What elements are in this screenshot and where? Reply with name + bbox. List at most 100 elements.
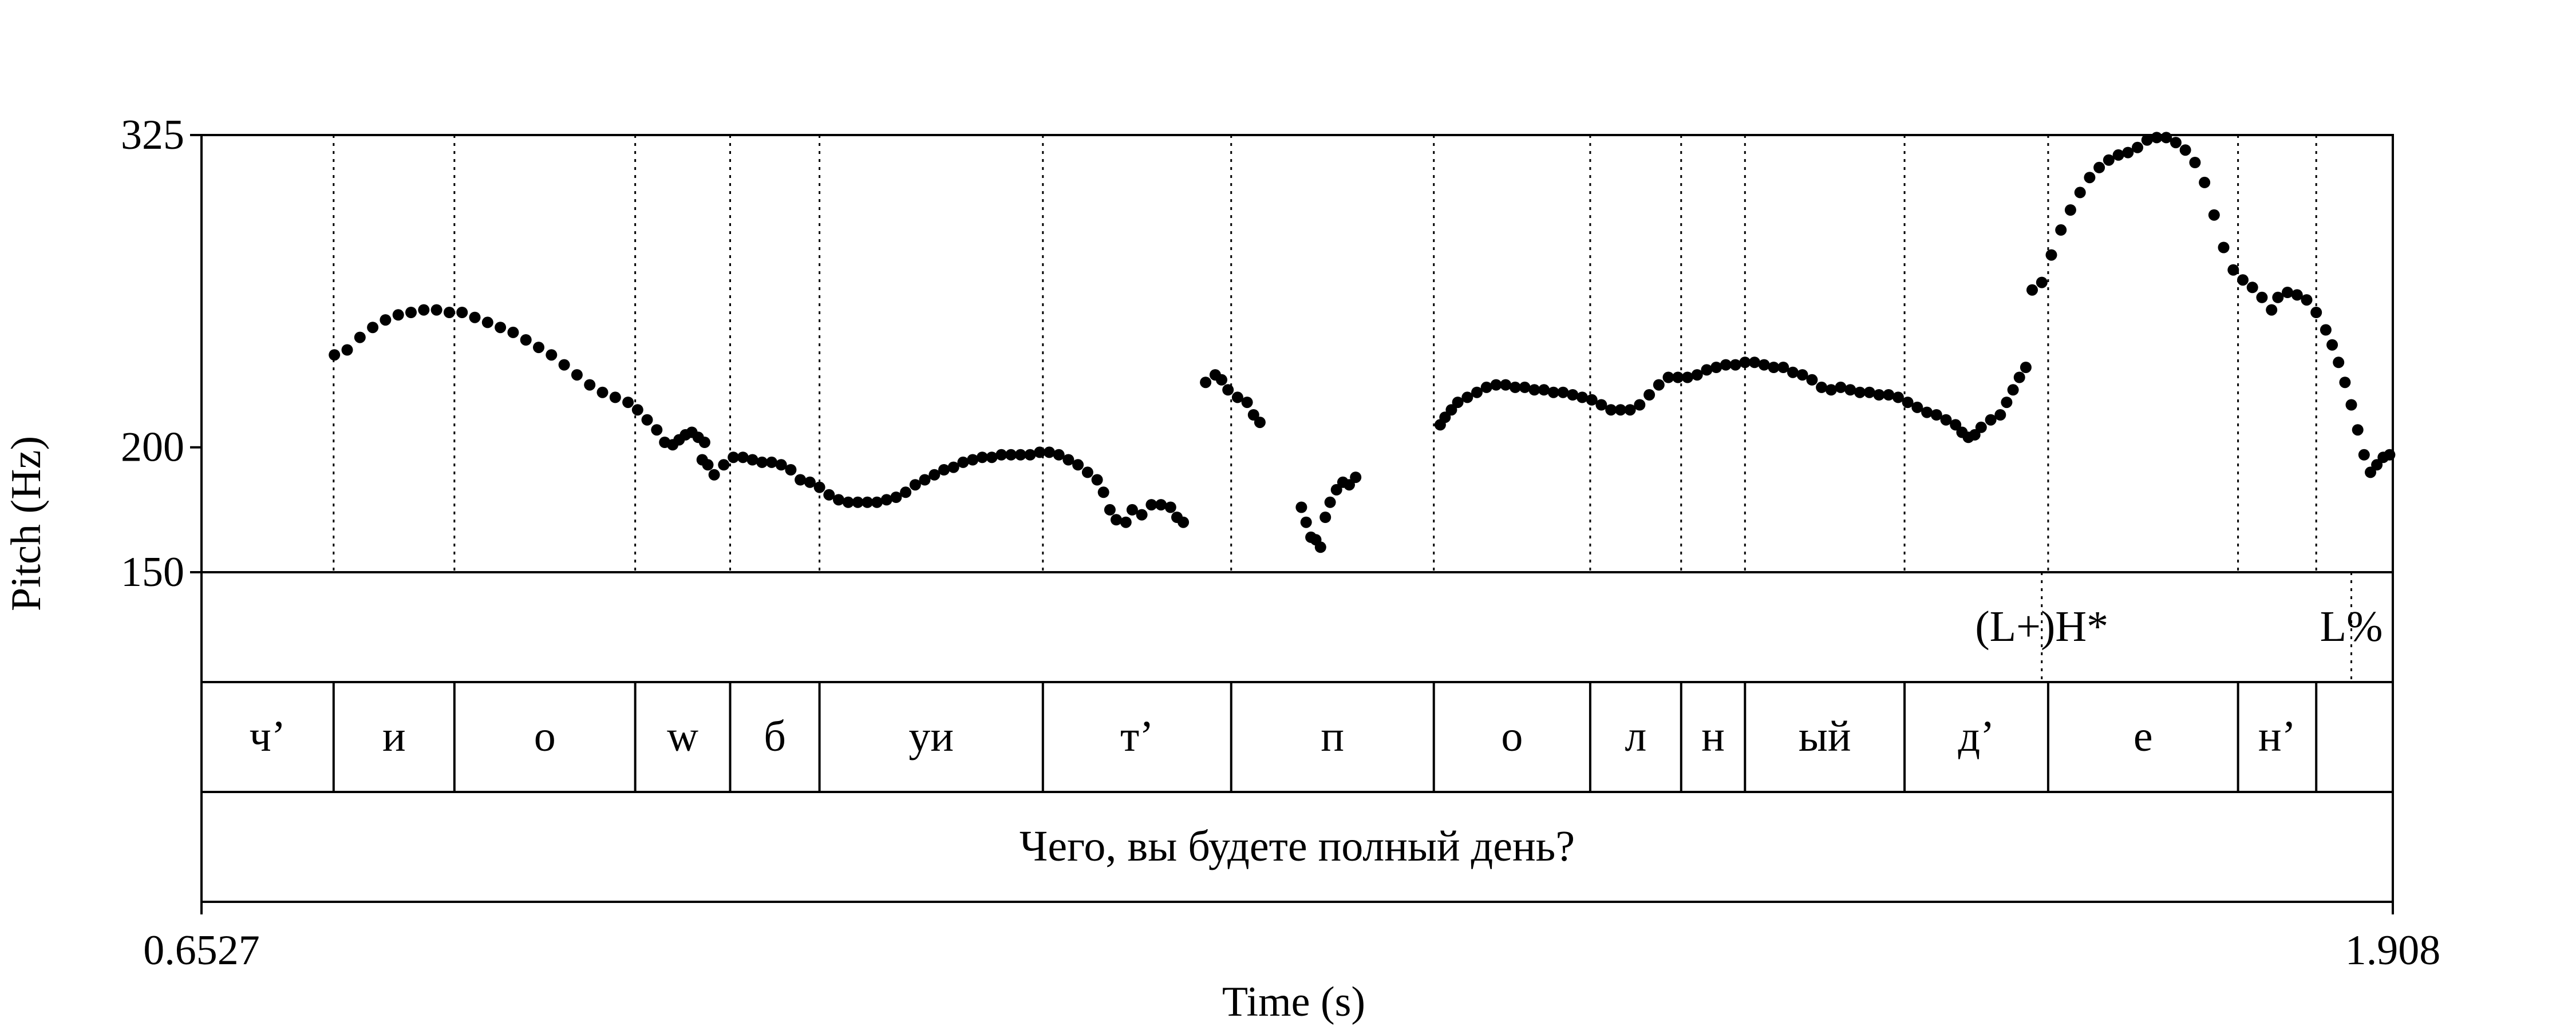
pitch-point: [1314, 541, 1326, 553]
pitch-point: [2352, 424, 2364, 436]
pitch-point: [1053, 449, 1065, 461]
pitch-point: [1081, 466, 1093, 478]
pitch-point: [1136, 509, 1148, 521]
pitch-point: [1445, 404, 1457, 416]
pitch-point: [1720, 359, 1732, 371]
pitch-point: [1216, 374, 1227, 386]
pitch-point: [1519, 381, 1531, 393]
pitch-point: [1319, 512, 1332, 523]
pitch-point: [1509, 381, 1521, 393]
pitch-point: [341, 344, 353, 356]
pitch-point: [1300, 516, 1312, 528]
pitch-point: [2365, 466, 2376, 478]
x-axis-label: Time (s): [1222, 978, 1365, 1025]
pitch-point: [2007, 384, 2019, 396]
tier-labels: (L+)H* L% ч’ и o w б уи т’ п o л н ый д’ е н’ Чего, вы бу…: [250, 603, 2383, 870]
pitch-point: [2282, 287, 2293, 298]
pitch-point: [2333, 356, 2345, 369]
pitch-point: [584, 379, 596, 391]
axis-ticks: 150 200 325: [121, 112, 2394, 914]
pitch-point: [380, 314, 392, 326]
pitch-point: [2093, 161, 2105, 173]
pitch-point: [1324, 496, 1336, 508]
phone-label: н’: [2258, 712, 2296, 760]
pitch-point: [1883, 389, 1895, 401]
pitch-point: [1567, 389, 1579, 401]
pitch-point: [1653, 379, 1665, 391]
pitch-point: [1586, 394, 1598, 406]
pitch-point: [1969, 429, 1981, 441]
pitch-point: [1595, 399, 1607, 411]
pitch-point: [1024, 449, 1036, 461]
pitch-point: [929, 469, 941, 481]
phone-label: т’: [1120, 712, 1154, 760]
pitch-point: [746, 454, 758, 466]
pitch-point: [622, 397, 634, 409]
pitch-point: [2020, 362, 2032, 373]
pitch-point: [813, 481, 825, 493]
y-tick-label: 150: [121, 549, 184, 596]
pitch-point: [1681, 371, 1693, 383]
pitch-point: [1994, 409, 2006, 421]
phone-label: ый: [1799, 712, 1851, 760]
pitch-point: [1547, 386, 1559, 398]
pitch-point: [2371, 459, 2383, 471]
x-tick-label-max: 1.908: [2345, 927, 2441, 974]
pitch-point: [1643, 389, 1656, 401]
phone-label: o: [534, 712, 556, 760]
pitch-point: [1254, 417, 1266, 429]
pitch-point: [1844, 384, 1856, 396]
pitch-point: [1787, 366, 1799, 378]
pitch-point: [1985, 414, 1997, 426]
phone-label: е: [2134, 712, 2153, 760]
pitch-point: [1091, 474, 1103, 486]
tier-frame-3: [200, 791, 2394, 903]
pitch-point: [1691, 369, 1703, 381]
pitch-point: [947, 461, 959, 473]
pitch-point: [571, 369, 583, 381]
pitch-point: [1796, 369, 1808, 381]
pitch-point: [1471, 386, 1483, 398]
phone-label: уи: [908, 712, 954, 760]
pitch-point: [852, 496, 864, 508]
pitch-point: [2074, 187, 2086, 199]
pitch-point: [2103, 154, 2115, 166]
pitch-point: [880, 494, 892, 506]
pitch-point: [1892, 391, 1904, 403]
pitch-point: [2036, 276, 2048, 288]
tier-frame-2: [200, 681, 2394, 793]
pitch-point: [1863, 386, 1875, 398]
pitch-point: [2272, 291, 2284, 303]
pitch-point: [1672, 371, 1684, 383]
pitch-point: [1145, 499, 1157, 511]
pitch-point: [957, 456, 969, 468]
pitch-point: [909, 479, 921, 491]
pitch-point: [443, 307, 455, 318]
pitch-point: [1500, 379, 1512, 391]
pitch-point: [1768, 362, 1780, 373]
pitch-point: [718, 459, 730, 471]
pitch-point: [2170, 137, 2182, 149]
pitch-point: [1126, 504, 1138, 516]
pitch-point: [1825, 384, 1837, 396]
phone-label: ч’: [250, 712, 286, 760]
pitch-point: [1044, 446, 1055, 458]
pitch-point: [418, 304, 430, 316]
pitch-point: [1452, 397, 1464, 409]
pitch-point: [708, 469, 720, 481]
pitch-point: [1835, 381, 1847, 393]
pitch-point: [1729, 359, 1741, 371]
pitch-point: [1749, 356, 1760, 369]
pitch-point: [1111, 514, 1122, 526]
pitch-point: [1072, 459, 1084, 471]
pitch-point: [1873, 389, 1885, 401]
pitch-point: [1710, 362, 1722, 373]
pitch-point: [1480, 381, 1492, 393]
pitch-point: [1164, 501, 1176, 513]
pitch-point: [728, 451, 740, 464]
pitch-point: [2179, 144, 2191, 156]
pitch-point: [1344, 479, 1355, 491]
pitch-point: [995, 449, 1008, 461]
pitch-point: [2256, 291, 2268, 303]
